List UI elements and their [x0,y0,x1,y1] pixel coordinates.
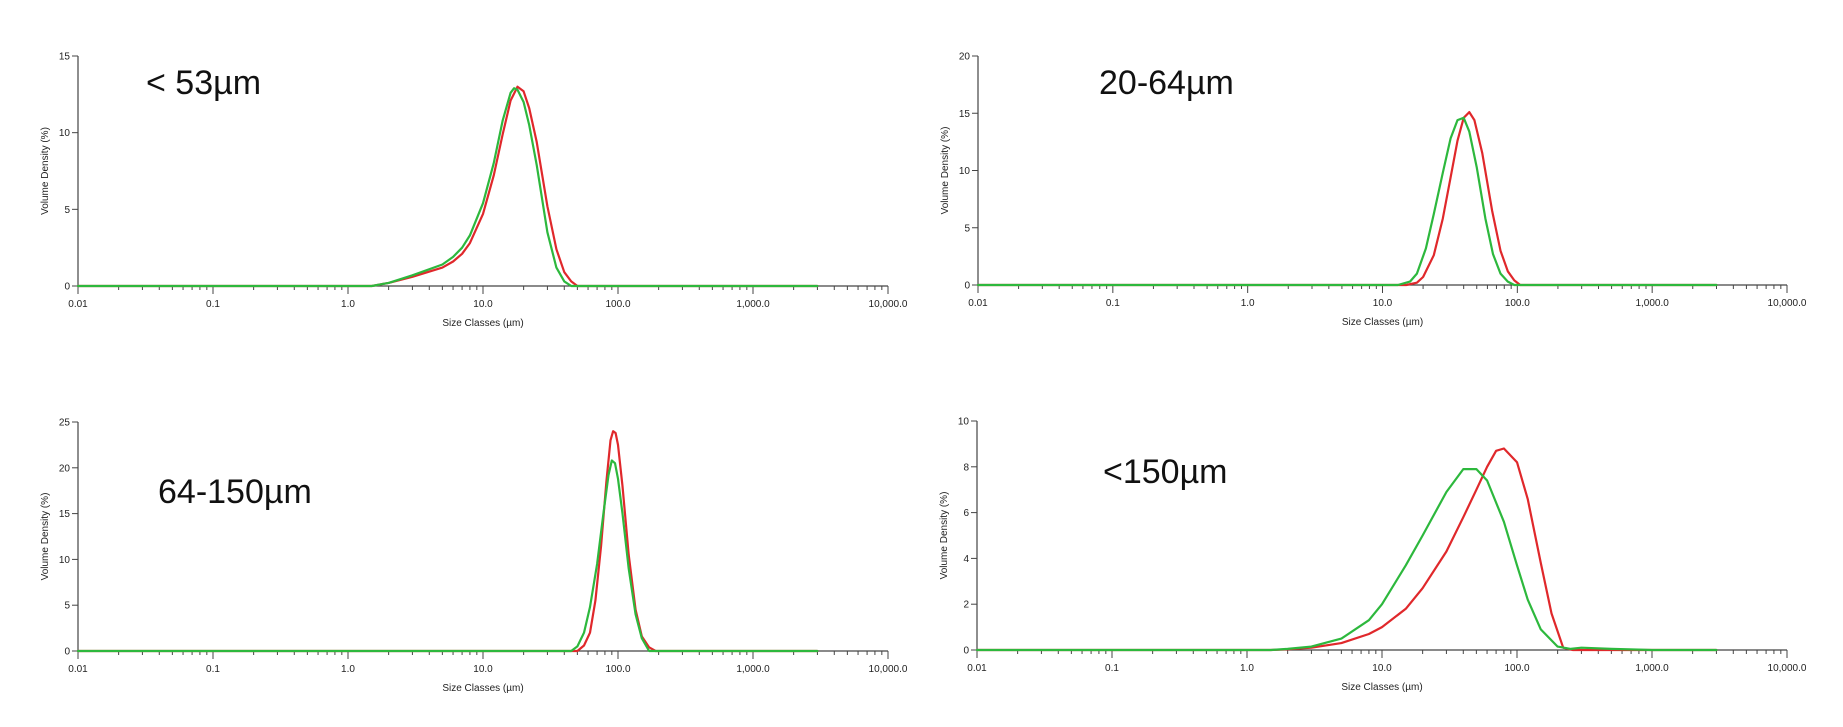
y-tick-label: 10 [59,555,71,566]
chart-title-3: 64-150µm [158,473,312,511]
x-tick-label: 1,000.0 [736,299,770,310]
x-tick-label: 0.1 [1106,298,1120,309]
chart-panel-1: 0 5 10 15 0.01 0.1 1.0 10.0 100.0 1,000.0 10,000.0… [0,0,921,363]
x-tick-label: 10.0 [1373,298,1393,309]
x-axis-title: Size Classes (µm) [1341,682,1422,693]
x-tick-label: 0.1 [1105,663,1119,674]
x-tick-label: 10,000.0 [869,664,908,675]
y-tick-label: 15 [59,509,71,520]
x-tick-label: 0.01 [68,664,88,675]
y-tick-label: 0 [964,281,970,292]
series-line-1 [76,85,819,288]
chart-title-1: < 53µm [146,64,262,102]
chart-panel-4: 0 2 4 6 8 10 0.01 0.1 1.0 10.0 100.0 1,000.0 10,000.… [921,363,1843,727]
x-tick-label: 1.0 [341,664,355,675]
y-tick-label: 2 [963,600,969,611]
x-tick-label: 10,000.0 [1768,663,1807,674]
y-tick-label: 6 [963,508,969,519]
x-tick-label: 10,000.0 [1768,298,1807,309]
x-tick-label: 0.01 [967,663,987,674]
series-line-2 [76,87,819,288]
y-axis-title: Volume Density (%) [940,127,951,215]
y-tick-label: 4 [963,554,969,565]
x-axis-title: Size Classes (µm) [442,318,523,329]
series-line-2 [975,467,1718,652]
x-tick-label: 10,000.0 [869,299,908,310]
y-tick-label: 0 [963,646,969,657]
y-tick-label: 0 [64,282,70,293]
y-tick-label: 10 [59,128,71,139]
x-tick-label: 1,000.0 [736,664,770,675]
x-tick-label: 100.0 [1504,663,1529,674]
chart-panel-2: 0 5 10 15 20 0.01 0.1 1.0 10.0 100.0 1,000.0 10,000… [921,0,1843,363]
x-tick-label: 10.0 [473,299,493,310]
x-tick-label: 1,000.0 [1635,663,1669,674]
x-tick-label: 0.01 [968,298,988,309]
x-tick-label: 100.0 [605,299,630,310]
series-line-1 [975,447,1718,652]
x-tick-label: 10.0 [1372,663,1392,674]
x-tick-label: 10.0 [473,664,493,675]
x-tick-label: 1,000.0 [1635,298,1669,309]
chart-svg-1: 0 5 10 15 0.01 0.1 1.0 10.0 100.0 1,000.0 10,000.0… [40,52,908,330]
y-tick-label: 25 [59,418,71,429]
chart-svg-4: 0 2 4 6 8 10 0.01 0.1 1.0 10.0 100.0 1,000.0 10,000.… [939,417,1807,694]
series-line-1 [76,430,819,653]
y-tick-label: 0 [64,647,70,658]
series-line-2 [976,116,1718,287]
x-tick-label: 0.1 [206,299,220,310]
x-tick-label: 0.1 [206,664,220,675]
chart-panel-3: 0 5 10 15 20 25 0.01 0.1 1.0 10.0 100.0 1,000.0 10,0… [0,363,921,727]
x-tick-label: 1.0 [341,299,355,310]
y-tick-label: 20 [959,52,971,63]
chart-svg-2: 0 5 10 15 20 0.01 0.1 1.0 10.0 100.0 1,000.0 10,000… [940,52,1807,329]
y-tick-label: 15 [59,52,71,63]
x-tick-label: 0.01 [68,299,88,310]
y-tick-label: 20 [59,463,71,474]
y-axis-title: Volume Density (%) [939,492,950,580]
y-tick-label: 8 [963,462,969,473]
series-line-1 [976,110,1718,287]
y-tick-label: 15 [959,109,971,120]
x-tick-label: 1.0 [1241,298,1255,309]
y-axis-title: Volume Density (%) [40,127,51,215]
y-tick-label: 5 [964,223,970,234]
x-tick-label: 100.0 [605,664,630,675]
y-axis-title: Volume Density (%) [40,493,51,581]
chart-svg-3: 0 5 10 15 20 25 0.01 0.1 1.0 10.0 100.0 1,000.0 10,0… [40,418,908,695]
y-tick-label: 5 [64,601,70,612]
y-tick-label: 10 [958,417,970,428]
chart-title-2: 20-64µm [1099,64,1234,102]
x-axis-title: Size Classes (µm) [442,683,523,694]
x-tick-label: 1.0 [1240,663,1254,674]
chart-title-4: <150µm [1103,453,1228,491]
y-tick-label: 5 [64,205,70,216]
series-line-2 [76,459,819,653]
y-tick-label: 10 [959,166,971,177]
x-axis-title: Size Classes (µm) [1342,317,1423,328]
x-tick-label: 100.0 [1505,298,1530,309]
